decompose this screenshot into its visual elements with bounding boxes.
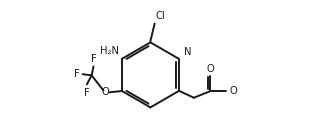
Text: F: F	[91, 54, 97, 64]
Text: O: O	[229, 86, 237, 96]
Text: N: N	[184, 47, 191, 57]
Text: Cl: Cl	[156, 11, 166, 21]
Text: F: F	[74, 69, 80, 79]
Text: F: F	[84, 88, 89, 98]
Text: O: O	[206, 64, 214, 74]
Text: O: O	[102, 87, 109, 97]
Text: H₂N: H₂N	[100, 46, 119, 56]
